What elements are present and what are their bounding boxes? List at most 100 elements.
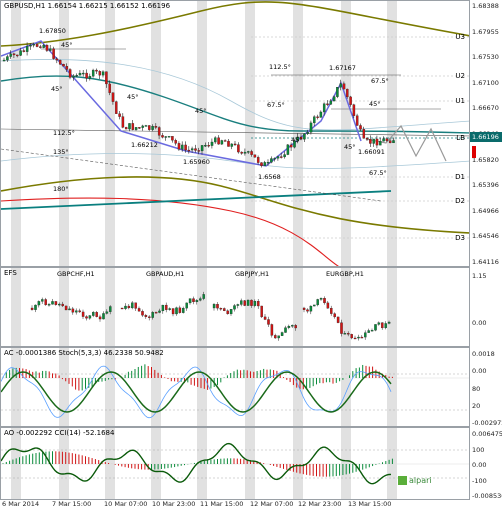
fan-label: 67.5° bbox=[369, 169, 387, 177]
time-tick-label: 11 Mar 15:00 bbox=[200, 500, 244, 508]
price-chart-pane[interactable]: GBPUSD,H1 1.66154 1.66215 1.66152 1.6619… bbox=[0, 0, 470, 267]
cross-candle-body bbox=[240, 300, 243, 305]
cross-candle-body bbox=[30, 307, 34, 310]
time-tick-label: 12 Mar 07:00 bbox=[250, 500, 294, 508]
cross-pairs-canvas[interactable] bbox=[1, 268, 470, 347]
candle-body bbox=[280, 156, 283, 158]
candle-body bbox=[293, 140, 296, 148]
cross-candle-body bbox=[75, 310, 78, 313]
candle-body bbox=[121, 116, 125, 128]
time-tick-label: 13 Mar 15:00 bbox=[348, 500, 392, 508]
cross-candle-body bbox=[195, 300, 199, 303]
axis-tick-label: 0.00 bbox=[472, 367, 487, 376]
session-band bbox=[197, 428, 207, 499]
candle-body bbox=[85, 72, 88, 79]
cross-candle-body bbox=[61, 303, 64, 307]
ao-axis[interactable]: 0.006475 100 0.00 -100 -0.008536 bbox=[470, 427, 502, 500]
cross-candle-body bbox=[178, 307, 182, 313]
axis-tick-label: 0.0018 bbox=[472, 350, 495, 358]
ac-canvas[interactable] bbox=[1, 348, 470, 427]
ac-header: AC -0.0001386 Stoch(5,3,3) 46.2338 50.94… bbox=[4, 349, 164, 357]
candle-body bbox=[375, 138, 379, 146]
moving-average bbox=[1, 75, 469, 134]
cross-candle-body bbox=[47, 304, 51, 306]
candle-body bbox=[161, 135, 164, 138]
candle-body bbox=[322, 103, 326, 113]
candle-body bbox=[263, 162, 267, 166]
candle-body bbox=[369, 139, 372, 144]
spread-marker bbox=[472, 146, 476, 158]
price-label: 1.66091 bbox=[358, 148, 385, 156]
candle-body bbox=[207, 145, 210, 147]
axis-tick-label: 80 bbox=[472, 384, 481, 393]
time-tick-label: 10 Mar 07:00 bbox=[104, 500, 148, 508]
band-light bbox=[1, 153, 469, 169]
candle-body bbox=[190, 148, 194, 151]
cross-candle-body bbox=[212, 304, 216, 309]
fan-label: 135° bbox=[53, 148, 69, 156]
projection-line bbox=[365, 124, 447, 162]
candle-body bbox=[359, 125, 362, 130]
cross-candle-body bbox=[151, 312, 154, 318]
logo-text: alpari bbox=[409, 476, 432, 485]
candle-body bbox=[270, 158, 273, 163]
cross-candle-body bbox=[226, 310, 229, 315]
cross-candle-body bbox=[44, 299, 47, 306]
candle-body bbox=[247, 151, 250, 153]
candle-body bbox=[138, 127, 141, 129]
candle-body bbox=[256, 157, 260, 163]
axis-tick-label: 1.68388 bbox=[472, 2, 499, 10]
session-band bbox=[197, 348, 207, 426]
time-tick-label: 10 Mar 23:00 bbox=[152, 500, 196, 508]
session-band bbox=[11, 348, 21, 426]
cross-candle-body bbox=[294, 325, 297, 329]
candle-body bbox=[167, 136, 171, 138]
fan-label: 67.5° bbox=[267, 101, 285, 109]
candle-body bbox=[177, 143, 181, 150]
axis-tick-label: 1.64546 bbox=[472, 232, 499, 241]
current-price-marker: 1.66196 bbox=[470, 132, 502, 142]
candle-body bbox=[49, 48, 52, 51]
candle-body bbox=[62, 63, 65, 67]
cross-candle-body bbox=[343, 333, 347, 335]
candle-body bbox=[336, 87, 339, 97]
cross-pairs-pane[interactable]: EFS GBPCHF,H1 GBPAUD,H1 GBPJPY,H1 EURGBP… bbox=[0, 267, 470, 347]
cross-axis[interactable]: 1.15 0.00 bbox=[470, 267, 502, 347]
ac-axis[interactable]: 0.0018 0.00 80 20 -0.002972 bbox=[470, 347, 502, 427]
candle-body bbox=[72, 75, 75, 78]
cross-candle-body bbox=[161, 304, 165, 312]
cross-candle-body bbox=[306, 309, 309, 312]
axis-tick-label: 1.67100 bbox=[472, 78, 499, 87]
ao-canvas[interactable] bbox=[1, 428, 470, 500]
cross-candle-body bbox=[192, 298, 195, 303]
candle-body bbox=[240, 151, 243, 154]
fan-line bbox=[1, 148, 382, 202]
candle-body bbox=[144, 125, 148, 127]
ac-stochastic-pane[interactable]: AC -0.0001386 Stoch(5,3,3) 46.2338 50.94… bbox=[0, 347, 470, 427]
candle-body bbox=[98, 71, 102, 76]
session-band bbox=[59, 428, 69, 499]
cross-candle-body bbox=[274, 335, 277, 339]
pair-label-gbpjpy: GBPJPY,H1 bbox=[235, 270, 270, 278]
cross-candle-body bbox=[88, 315, 92, 319]
candle-body bbox=[339, 83, 342, 88]
ao-cci-pane[interactable]: AO -0.002292 CCI(14) -52.1684 bbox=[0, 427, 470, 500]
price-label: 1.65960 bbox=[183, 158, 210, 166]
candle-body bbox=[164, 136, 168, 138]
cross-candle-body bbox=[387, 321, 391, 324]
candle-body bbox=[329, 100, 333, 105]
candle-body bbox=[78, 72, 82, 76]
cross-candle-body bbox=[219, 307, 223, 310]
candle-body bbox=[9, 53, 12, 57]
time-axis[interactable]: 6 Mar 2014 7 Mar 15:00 10 Mar 07:00 10 Mar … bbox=[0, 500, 470, 510]
candle-body bbox=[233, 143, 237, 146]
candle-body bbox=[309, 122, 313, 133]
price-chart-canvas[interactable] bbox=[1, 1, 470, 267]
candle-body bbox=[230, 143, 234, 147]
cross-candle-body bbox=[384, 323, 387, 329]
candle-body bbox=[52, 48, 55, 59]
cross-candle-body bbox=[105, 311, 109, 314]
cross-candle-body bbox=[260, 305, 263, 318]
axis-tick-label: 1.15 bbox=[472, 272, 487, 280]
session-band bbox=[151, 348, 161, 426]
